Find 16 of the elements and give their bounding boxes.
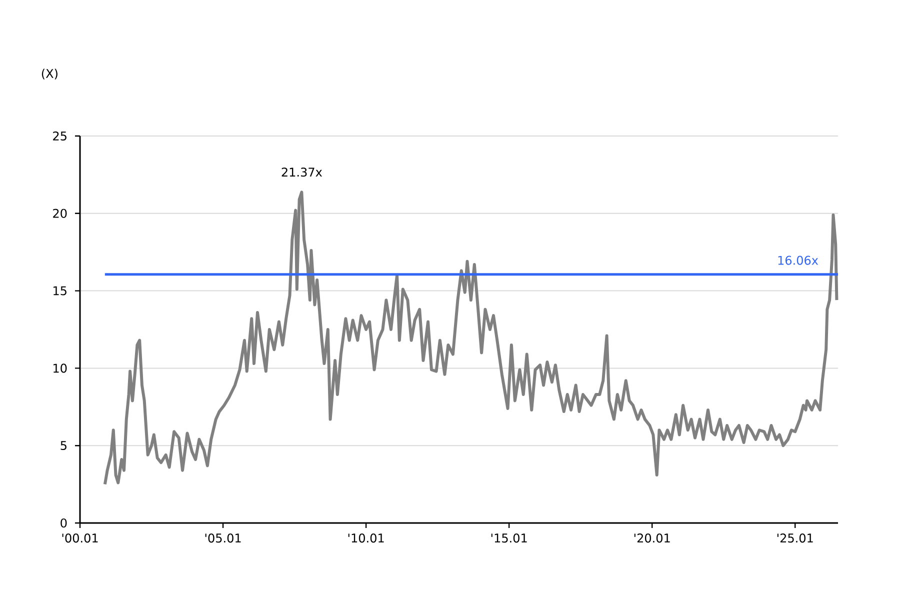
x-tick-label: '25.01: [777, 534, 813, 543]
y-tick-label: 15: [54, 286, 66, 296]
y-tick-label: 0: [60, 518, 67, 528]
y-tick-label: 10: [54, 364, 67, 373]
y-tick-label: 25: [53, 131, 66, 141]
x-tick-label: '00.01: [62, 534, 98, 543]
y-tick-label: 5: [60, 441, 66, 450]
y-axis-title: (X): [42, 68, 58, 80]
x-tick-label: '20.01: [634, 534, 670, 543]
x-tick-label: '05.01: [205, 534, 241, 543]
ref-line-label: 16.06x: [778, 256, 818, 265]
annotation: 21.37x: [282, 168, 322, 177]
x-tick-label: '15.01: [491, 534, 527, 543]
x-tick-label: '10.01: [348, 534, 384, 543]
y-tick-label: 20: [53, 208, 67, 218]
line-series: [103, 190, 838, 486]
